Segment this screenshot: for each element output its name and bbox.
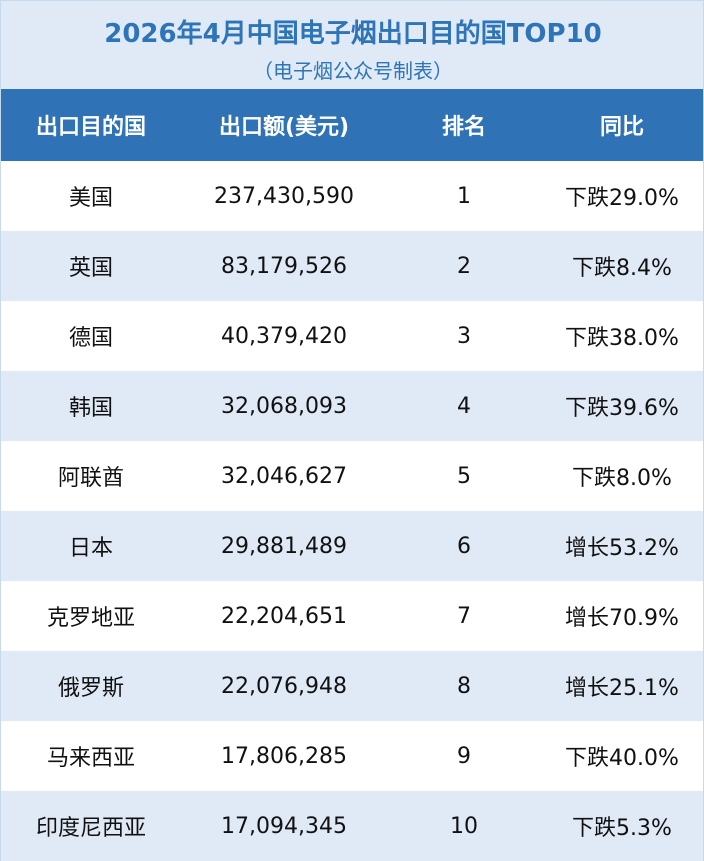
- title: 2026年4月中国电子烟出口目的国TOP10: [104, 19, 602, 49]
- table-cell: 17,094,345: [221, 813, 347, 839]
- table-row: 马来西亚 17,806,285 9 下跌40.0%: [1, 721, 703, 791]
- table-row: 韩国 32,068,093 4 下跌39.6%: [1, 371, 703, 441]
- table-cell: 下跌8.0%: [572, 466, 672, 491]
- table-cell: 237,430,590: [214, 183, 354, 209]
- table-cell: 3: [457, 323, 471, 349]
- table-cell: 下跌39.6%: [565, 396, 679, 421]
- table-cell: 6: [457, 533, 471, 559]
- table-row: 德国 40,379,420 3 下跌38.0%: [1, 301, 703, 371]
- table-cell: 22,076,948: [221, 673, 347, 699]
- column-header: 排名: [441, 115, 486, 140]
- table-cell: 美国: [68, 186, 113, 211]
- table-cell: 阿联酋: [57, 466, 124, 491]
- table-row: 英国 83,179,526 2 下跌8.4%: [1, 231, 703, 301]
- table-cell: 下跌8.4%: [572, 256, 672, 281]
- table-cell: 俄罗斯: [57, 676, 124, 701]
- table-cell: 下跌38.0%: [565, 326, 679, 351]
- table-cell: 增长70.9%: [565, 606, 679, 631]
- table-cell: 32,068,093: [221, 393, 347, 419]
- column-header: 出口额(美元): [218, 115, 350, 140]
- table-cell: 17,806,285: [221, 743, 347, 769]
- table-cell: 增长53.2%: [565, 536, 679, 561]
- table-cell: 8: [457, 673, 471, 699]
- table-cell: 德国: [68, 326, 113, 351]
- table-cell: 日本: [68, 536, 113, 561]
- column-header: 同比: [599, 115, 644, 140]
- table-cell: 40,379,420: [221, 323, 347, 349]
- table-row: 印度尼西亚 17,094,345 10 下跌5.3%: [1, 791, 703, 861]
- table: 出口目的国 出口额(美元) 排名 同比美国 237,430,590 1 下跌29.0% 英国 8…: [1, 89, 703, 861]
- table-cell: 韩国: [68, 396, 113, 421]
- table-cell: 4: [457, 393, 471, 419]
- table-cell: 83,179,526: [221, 253, 347, 279]
- table-cell: 9: [457, 743, 471, 769]
- table-cell: 7: [457, 603, 471, 629]
- table-row: 阿联酋 32,046,627 5 下跌8.0%: [1, 441, 703, 511]
- table-cell: 增长25.1%: [565, 676, 679, 701]
- table-cell: 22,204,651: [221, 603, 347, 629]
- table-cell: 5: [457, 463, 471, 489]
- subtitle: （电子烟公众号制表）: [253, 59, 453, 83]
- table-cell: 下跌5.3%: [572, 816, 672, 841]
- table-row: 日本 29,881,489 6 增长53.2%: [1, 511, 703, 581]
- table-cell: 2: [457, 253, 471, 279]
- table-row: 美国 237,430,590 1 下跌29.0%: [1, 161, 703, 231]
- header-row: 出口目的国 出口额(美元) 排名 同比: [1, 89, 703, 161]
- table-row: 克罗地亚 22,204,651 7 增长70.9%: [1, 581, 703, 651]
- table-cell: 下跌29.0%: [565, 186, 679, 211]
- table-cell: 马来西亚: [46, 746, 135, 771]
- table-cell: 英国: [68, 256, 113, 281]
- table-cell: 10: [450, 813, 478, 839]
- table-row: 俄罗斯 22,076,948 8 增长25.1%: [1, 651, 703, 721]
- column-header: 出口目的国: [35, 115, 146, 140]
- table-cell: 29,881,489: [221, 533, 347, 559]
- table-cell: 下跌40.0%: [565, 746, 679, 771]
- table-cell: 印度尼西亚: [35, 816, 146, 841]
- table-cell: 32,046,627: [221, 463, 347, 489]
- table-cell: 克罗地亚: [46, 606, 135, 631]
- table-cell: 1: [457, 183, 471, 209]
